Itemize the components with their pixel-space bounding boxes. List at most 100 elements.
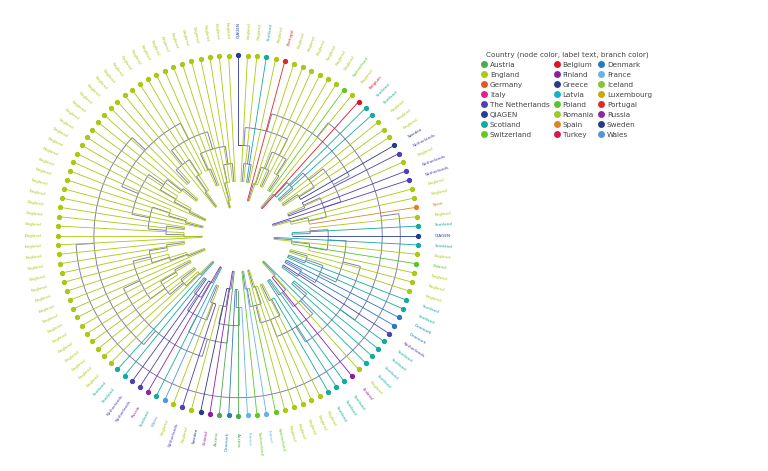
Text: England: England: [25, 254, 42, 260]
Text: England: England: [316, 414, 327, 431]
Text: England: England: [307, 35, 316, 52]
Text: Scotland: Scotland: [335, 405, 347, 422]
Text: Denmark: Denmark: [412, 323, 432, 335]
Text: England: England: [64, 108, 80, 122]
Text: Poland: Poland: [432, 264, 447, 270]
Text: Scotland: Scotland: [93, 381, 108, 397]
Text: Scotland: Scotland: [422, 304, 439, 314]
Text: England: England: [326, 44, 337, 61]
Text: England: England: [203, 24, 209, 41]
Text: England: England: [434, 254, 451, 260]
Text: England: England: [31, 284, 48, 293]
Text: England: England: [287, 425, 296, 443]
Text: Denmark: Denmark: [408, 333, 426, 345]
Text: England: England: [130, 49, 141, 66]
Text: QIAGEN: QIAGEN: [435, 234, 451, 237]
Text: QIAGEN: QIAGEN: [236, 23, 240, 39]
Text: England: England: [297, 32, 306, 49]
Text: Scotland: Scotland: [383, 366, 399, 381]
Text: England: England: [430, 275, 448, 282]
Text: Scotland: Scotland: [376, 82, 392, 97]
Text: England: England: [360, 68, 374, 84]
Text: England: England: [34, 168, 51, 177]
Text: England: England: [434, 211, 451, 217]
Text: Netherlands: Netherlands: [115, 400, 132, 423]
Text: Finland: Finland: [203, 430, 209, 445]
Text: England: England: [94, 75, 108, 90]
Text: England: England: [225, 22, 230, 39]
Text: Portugal: Portugal: [287, 28, 296, 46]
Text: England: England: [47, 323, 64, 334]
Text: England: England: [180, 425, 189, 443]
Text: England: England: [180, 28, 189, 46]
Text: Scotland: Scotland: [396, 349, 413, 364]
Text: England: England: [27, 264, 44, 271]
Text: England: England: [139, 44, 151, 61]
Text: England: England: [78, 366, 93, 380]
Text: Sweden: Sweden: [408, 127, 424, 138]
Text: Scotland: Scotland: [376, 374, 392, 389]
Text: England: England: [396, 108, 412, 122]
Text: Austria: Austria: [236, 432, 240, 447]
Text: France: France: [247, 432, 251, 446]
Text: Scotland: Scotland: [383, 90, 399, 105]
Text: England: England: [25, 222, 41, 227]
Text: Scotland: Scotland: [344, 400, 357, 417]
Text: England: England: [58, 117, 74, 130]
Text: England: England: [307, 419, 316, 436]
Text: England: England: [42, 314, 59, 325]
Text: England: England: [102, 68, 116, 84]
Text: England: England: [170, 32, 179, 49]
Text: Netherlands: Netherlands: [106, 394, 124, 416]
Text: England: England: [47, 137, 64, 148]
Text: England: England: [257, 23, 263, 40]
Text: England: England: [25, 211, 42, 217]
Text: England: England: [430, 189, 448, 196]
Text: England: England: [160, 419, 169, 436]
Text: England: England: [28, 275, 46, 282]
Text: England: England: [27, 200, 44, 207]
Text: Netherlands: Netherlands: [402, 341, 425, 358]
Text: England: England: [52, 127, 68, 138]
Text: France: France: [267, 430, 273, 444]
Text: England: England: [417, 146, 434, 157]
Text: Austria: Austria: [214, 431, 220, 446]
Text: England: England: [326, 410, 337, 427]
Text: England: England: [369, 381, 382, 396]
Text: England: England: [85, 83, 100, 97]
Text: Scotland: Scotland: [101, 387, 116, 404]
Text: Scotland: Scotland: [417, 314, 435, 325]
Text: England: England: [38, 304, 55, 314]
Text: Netherlands: Netherlands: [167, 422, 179, 447]
Text: England: England: [277, 26, 284, 43]
Legend: Austria, England, Germany, Italy, The Netherlands, QIAGEN, Scotland, Switzerland: Austria, England, Germany, Italy, The Ne…: [480, 49, 655, 141]
Text: England: England: [71, 358, 86, 372]
Text: England: England: [71, 99, 86, 113]
Text: England: England: [344, 55, 356, 71]
Text: Russia: Russia: [131, 405, 141, 419]
Text: England: England: [85, 374, 100, 388]
Text: England: England: [38, 157, 55, 167]
Text: England: England: [120, 55, 132, 71]
Text: England: England: [316, 40, 327, 57]
Text: England: England: [31, 178, 48, 187]
Text: Sweden: Sweden: [192, 428, 199, 445]
Text: Belgium: Belgium: [369, 75, 382, 90]
Text: Scotland: Scotland: [435, 222, 453, 227]
Text: England: England: [111, 61, 124, 77]
Text: Denmark: Denmark: [225, 432, 230, 451]
Text: England: England: [64, 349, 80, 363]
Text: England: England: [25, 234, 41, 237]
Text: England: England: [428, 284, 445, 293]
Text: England: England: [247, 22, 251, 39]
Text: England: England: [25, 244, 41, 249]
Text: England: England: [402, 117, 419, 130]
Text: Scotland: Scotland: [139, 410, 151, 428]
Text: England: England: [297, 422, 306, 439]
Text: Switzerland: Switzerland: [257, 431, 263, 455]
Text: Netherlands: Netherlands: [425, 165, 450, 177]
Text: Scotland: Scotland: [267, 23, 273, 41]
Text: England: England: [28, 189, 46, 196]
Text: England: England: [52, 333, 68, 344]
Text: Scotland: Scotland: [435, 244, 453, 249]
